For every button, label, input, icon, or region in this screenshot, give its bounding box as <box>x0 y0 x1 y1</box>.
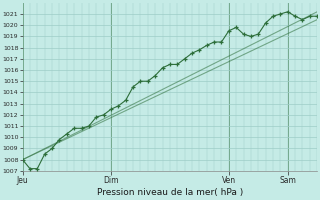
X-axis label: Pression niveau de la mer( hPa ): Pression niveau de la mer( hPa ) <box>97 188 243 197</box>
